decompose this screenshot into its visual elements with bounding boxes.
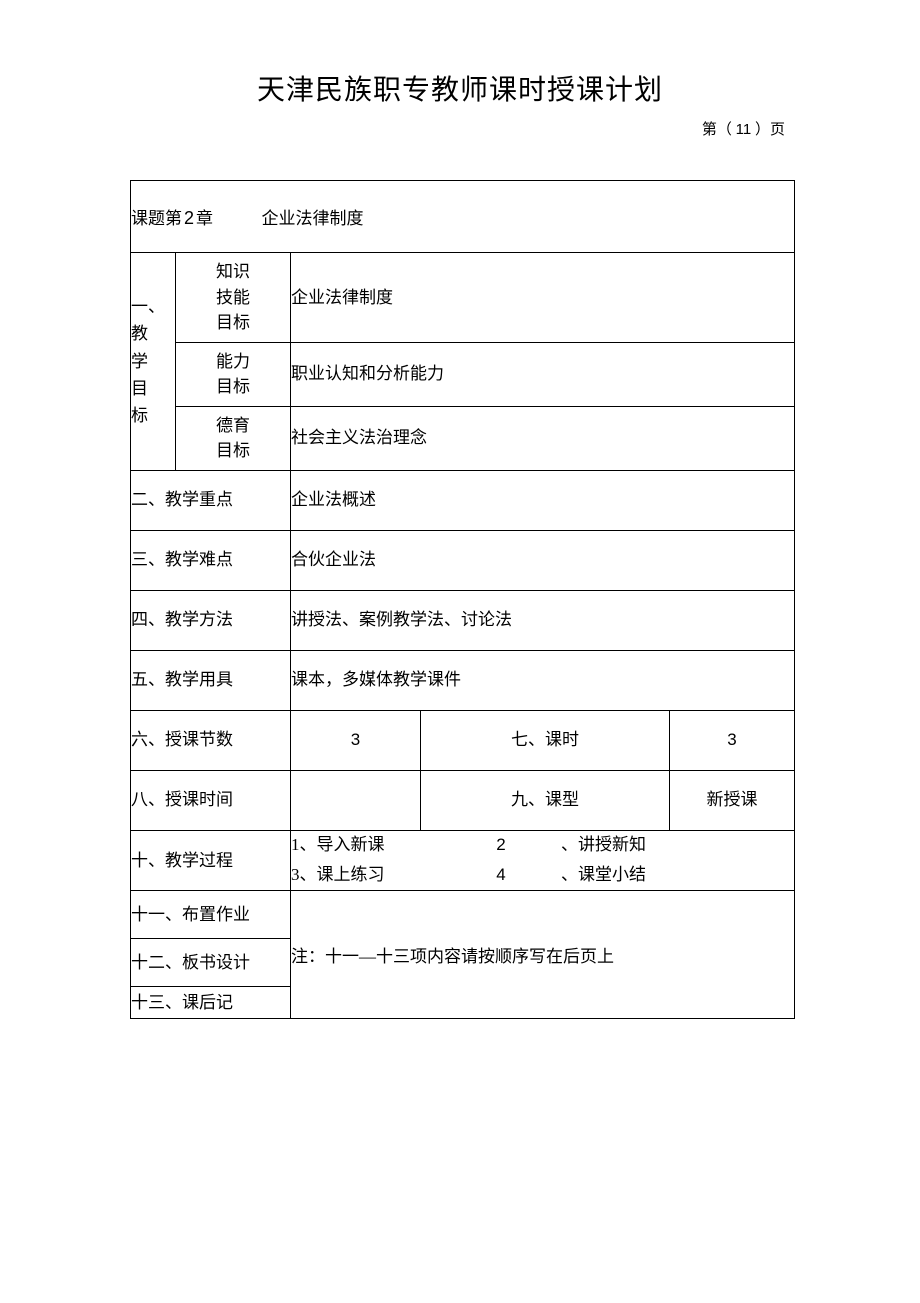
moral-label: 德育目标 bbox=[176, 407, 290, 470]
section2-label: 二、教学重点 bbox=[131, 470, 291, 530]
section4-label: 四、教学方法 bbox=[131, 590, 291, 650]
knowledge-label: 知识技能目标 bbox=[176, 253, 290, 342]
note-cell: 注：十一—十三项内容请按顺序写在后页上 bbox=[291, 891, 795, 1019]
section11-label: 十一、布置作业 bbox=[131, 891, 291, 939]
section5-label: 五、教学用具 bbox=[131, 650, 291, 710]
section12-label: 十二、板书设计 bbox=[131, 939, 291, 987]
section7-label: 七、课时 bbox=[421, 710, 670, 770]
section1-label: 一、教学目标 bbox=[131, 293, 175, 429]
section6-value: 3 bbox=[291, 710, 421, 770]
section2-row: 二、教学重点 企业法概述 bbox=[131, 470, 795, 530]
section6-7-row: 六、授课节数 3 七、课时 3 bbox=[131, 710, 795, 770]
process-item-3: 3、课上练习 bbox=[291, 861, 441, 890]
process-item-2: 、讲授新知 bbox=[561, 831, 794, 860]
ability-label: 能力目标 bbox=[176, 343, 290, 406]
topic-chapter: 2 bbox=[184, 208, 194, 228]
process-item-4: 、课堂小结 bbox=[561, 861, 794, 890]
goal-knowledge-row: 一、教学目标 知识技能目标 企业法律制度 bbox=[131, 253, 795, 343]
section9-value: 新授课 bbox=[670, 770, 795, 830]
knowledge-value: 企业法律制度 bbox=[291, 253, 795, 343]
topic-name: 企业法律制度 bbox=[262, 209, 364, 228]
page-num: 11 bbox=[736, 121, 752, 138]
section11-row: 十一、布置作业 注：十一—十三项内容请按顺序写在后页上 bbox=[131, 891, 795, 939]
topic-label: 课题第 bbox=[131, 209, 182, 228]
section3-value: 合伙企业法 bbox=[291, 530, 795, 590]
section2-value: 企业法概述 bbox=[291, 470, 795, 530]
lesson-plan-table: 课题第2章 企业法律制度 一、教学目标 知识技能目标 企业法律制度 能力目标 职… bbox=[130, 180, 795, 1019]
section10-value: 1、导入新课 2 、讲授新知 3、课上练习 4 、课堂小结 bbox=[291, 830, 795, 891]
section13-label: 十三、课后记 bbox=[131, 987, 291, 1019]
section8-value bbox=[291, 770, 421, 830]
section10-label: 十、教学过程 bbox=[131, 830, 291, 891]
page-number: 第（ 11 ）页 bbox=[702, 118, 785, 139]
topic-row: 课题第2章 企业法律制度 bbox=[131, 181, 795, 253]
section3-label: 三、教学难点 bbox=[131, 530, 291, 590]
page-title: 天津民族职专教师课时授课计划 bbox=[0, 0, 920, 108]
section4-row: 四、教学方法 讲授法、案例教学法、讨论法 bbox=[131, 590, 795, 650]
section5-value: 课本，多媒体教学课件 bbox=[291, 650, 795, 710]
section5-row: 五、教学用具 课本，多媒体教学课件 bbox=[131, 650, 795, 710]
moral-value: 社会主义法治理念 bbox=[291, 406, 795, 470]
section3-row: 三、教学难点 合伙企业法 bbox=[131, 530, 795, 590]
section6-label: 六、授课节数 bbox=[131, 710, 291, 770]
page-suffix: ）页 bbox=[755, 122, 785, 138]
section4-value: 讲授法、案例教学法、讨论法 bbox=[291, 590, 795, 650]
process-num-4: 4 bbox=[441, 861, 561, 890]
page-prefix: 第（ bbox=[702, 122, 732, 138]
section8-9-row: 八、授课时间 九、课型 新授课 bbox=[131, 770, 795, 830]
section9-label: 九、课型 bbox=[421, 770, 670, 830]
topic-chapter-suffix: 章 bbox=[196, 209, 213, 228]
section8-label: 八、授课时间 bbox=[131, 770, 291, 830]
goal-moral-row: 德育目标 社会主义法治理念 bbox=[131, 406, 795, 470]
section7-value: 3 bbox=[670, 710, 795, 770]
goal-ability-row: 能力目标 职业认知和分析能力 bbox=[131, 342, 795, 406]
section10-row: 十、教学过程 1、导入新课 2 、讲授新知 3、课上练习 4 、课堂小结 bbox=[131, 830, 795, 891]
process-num-2: 2 bbox=[441, 831, 561, 860]
process-item-1: 1、导入新课 bbox=[291, 831, 441, 860]
ability-value: 职业认知和分析能力 bbox=[291, 342, 795, 406]
